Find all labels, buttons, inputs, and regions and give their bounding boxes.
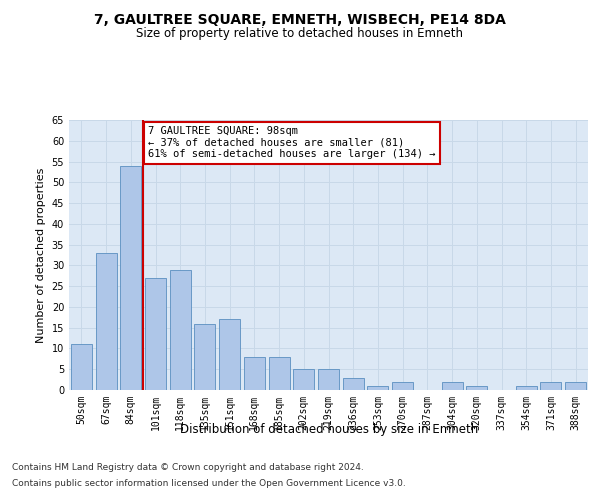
Bar <box>194 324 215 390</box>
Bar <box>71 344 92 390</box>
Bar <box>565 382 586 390</box>
Bar <box>318 369 339 390</box>
Bar <box>145 278 166 390</box>
Bar <box>244 357 265 390</box>
Text: Contains HM Land Registry data © Crown copyright and database right 2024.: Contains HM Land Registry data © Crown c… <box>12 462 364 471</box>
Text: 7, GAULTREE SQUARE, EMNETH, WISBECH, PE14 8DA: 7, GAULTREE SQUARE, EMNETH, WISBECH, PE1… <box>94 12 506 26</box>
Bar <box>95 253 116 390</box>
Bar <box>343 378 364 390</box>
Bar <box>367 386 388 390</box>
Bar <box>392 382 413 390</box>
Bar <box>442 382 463 390</box>
Bar <box>269 357 290 390</box>
Text: Contains public sector information licensed under the Open Government Licence v3: Contains public sector information licen… <box>12 479 406 488</box>
Text: Distribution of detached houses by size in Emneth: Distribution of detached houses by size … <box>179 422 478 436</box>
Text: 7 GAULTREE SQUARE: 98sqm
← 37% of detached houses are smaller (81)
61% of semi-d: 7 GAULTREE SQUARE: 98sqm ← 37% of detach… <box>148 126 436 160</box>
Bar <box>293 369 314 390</box>
Bar <box>219 320 240 390</box>
Bar <box>466 386 487 390</box>
Text: Size of property relative to detached houses in Emneth: Size of property relative to detached ho… <box>137 28 464 40</box>
Bar <box>516 386 537 390</box>
Y-axis label: Number of detached properties: Number of detached properties <box>36 168 46 342</box>
Bar <box>170 270 191 390</box>
Bar <box>541 382 562 390</box>
Bar <box>120 166 141 390</box>
